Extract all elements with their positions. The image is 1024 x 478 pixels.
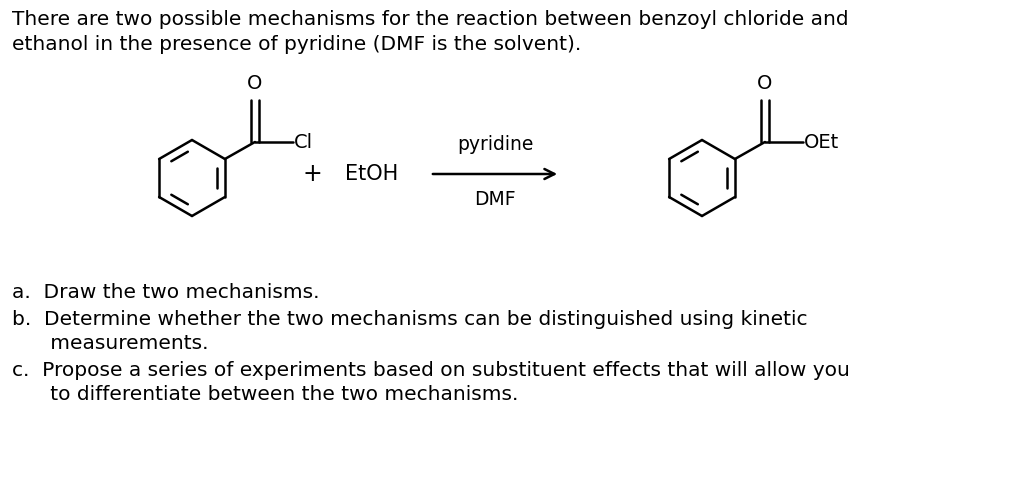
Text: c.  Propose a series of experiments based on substituent effects that will allow: c. Propose a series of experiments based… xyxy=(12,361,850,380)
Text: ethanol in the presence of pyridine (DMF is the solvent).: ethanol in the presence of pyridine (DMF… xyxy=(12,35,582,54)
Text: Cl: Cl xyxy=(294,132,313,152)
Text: There are two possible mechanisms for the reaction between benzoyl chloride and: There are two possible mechanisms for th… xyxy=(12,10,849,29)
Text: O: O xyxy=(247,74,262,93)
Text: a.  Draw the two mechanisms.: a. Draw the two mechanisms. xyxy=(12,283,319,302)
Text: DMF: DMF xyxy=(474,190,516,209)
Text: b.  Determine whether the two mechanisms can be distinguished using kinetic: b. Determine whether the two mechanisms … xyxy=(12,310,808,329)
Text: EtOH: EtOH xyxy=(345,164,398,184)
Text: pyridine: pyridine xyxy=(457,135,534,154)
Text: to differentiate between the two mechanisms.: to differentiate between the two mechani… xyxy=(12,385,518,404)
Text: OEt: OEt xyxy=(804,132,839,152)
Text: measurements.: measurements. xyxy=(12,334,209,353)
Text: +: + xyxy=(302,162,322,186)
Text: O: O xyxy=(757,74,772,93)
